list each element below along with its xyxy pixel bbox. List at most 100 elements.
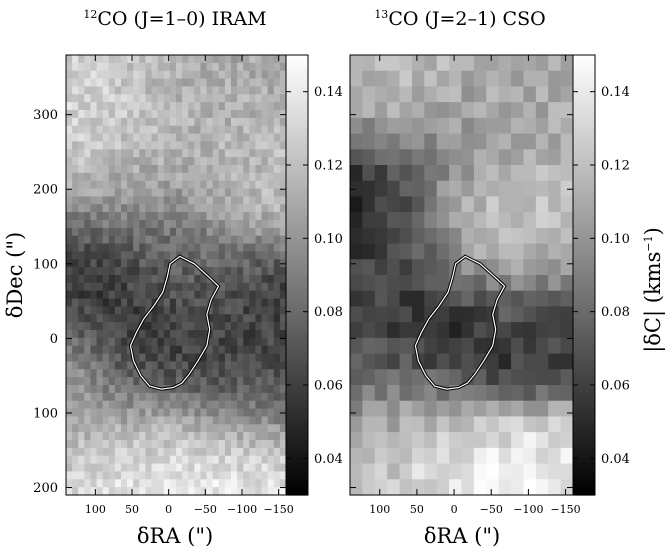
heatmap-cell — [212, 259, 220, 268]
heatmap-cell — [237, 180, 244, 190]
heatmap-cell — [78, 55, 85, 64]
heatmap-cell — [151, 196, 159, 205]
heatmap-cell — [511, 432, 525, 449]
heatmap-cell — [362, 133, 376, 150]
heatmap-cell — [255, 141, 263, 150]
heatmap-cell — [523, 322, 537, 339]
heatmap-cell — [374, 432, 388, 449]
heatmap-cell — [133, 227, 140, 237]
heatmap-cell — [224, 455, 232, 465]
heatmap-cell — [255, 220, 263, 229]
heatmap-cell — [194, 353, 202, 363]
heatmap-cell — [461, 55, 475, 72]
heatmap-cell — [90, 78, 98, 88]
heatmap-cell — [102, 424, 110, 433]
heatmap-cell — [424, 479, 438, 496]
heatmap-cell — [224, 282, 232, 292]
heatmap-cell — [157, 149, 165, 158]
heatmap-cell — [523, 117, 537, 135]
heatmap-cell — [78, 282, 85, 292]
heatmap-cell — [267, 62, 275, 72]
heatmap-cell — [231, 196, 238, 205]
heatmap-cell — [145, 235, 153, 245]
heatmap-cell — [237, 306, 244, 315]
heatmap-cell — [237, 369, 244, 378]
heatmap-cell — [96, 330, 104, 339]
heatmap-cell — [102, 400, 110, 410]
heatmap-cell — [90, 220, 98, 229]
heatmap-cell — [218, 259, 226, 268]
heatmap-cell — [78, 290, 85, 300]
heatmap-cell — [72, 471, 79, 480]
heatmap-cell — [411, 212, 425, 229]
heatmap-cell — [473, 86, 487, 103]
heatmap-cell — [498, 180, 512, 198]
heatmap-cell — [206, 408, 214, 418]
heatmap-cell — [139, 440, 147, 449]
heatmap-cell — [121, 487, 128, 496]
heatmap-cell — [66, 440, 73, 449]
colorbar-tick-label: 0.14 — [601, 85, 630, 100]
heatmap-cell — [188, 298, 195, 308]
heatmap-cell — [424, 102, 438, 119]
heatmap-cell — [72, 487, 79, 496]
heatmap-cell — [96, 55, 104, 64]
heatmap-cell — [96, 62, 104, 72]
heatmap-cell — [102, 227, 110, 237]
heatmap-cell — [176, 408, 183, 418]
heatmap-cell — [102, 463, 110, 473]
heatmap-cell — [255, 377, 263, 386]
heatmap-cell — [78, 455, 85, 465]
heatmap-cell — [102, 345, 110, 355]
heatmap-cell — [139, 353, 147, 363]
heatmap-cell — [218, 110, 226, 119]
colorbar-segment — [286, 462, 308, 467]
heatmap-cell — [78, 369, 85, 378]
heatmap-cell — [243, 408, 250, 418]
heatmap-cell — [163, 259, 171, 268]
heatmap-cell — [145, 385, 153, 394]
colorbar-segment — [286, 231, 308, 236]
heatmap-cell — [261, 479, 269, 488]
heatmap-cell — [255, 487, 263, 496]
heatmap-cell — [84, 392, 92, 402]
colorbar-segment — [286, 216, 308, 221]
heatmap-cell — [127, 447, 134, 457]
heatmap-cell — [206, 172, 214, 182]
heatmap-cell — [486, 55, 500, 72]
heatmap-cell — [436, 212, 450, 229]
heatmap-cell — [523, 306, 537, 323]
heatmap-cell — [78, 188, 85, 198]
heatmap-cell — [273, 251, 281, 260]
heatmap-cell — [374, 416, 388, 433]
heatmap-cell — [182, 204, 189, 213]
heatmap-cell — [90, 361, 98, 370]
colorbar-segment — [573, 216, 595, 221]
heatmap-cell — [72, 165, 79, 174]
heatmap-cell — [121, 141, 128, 150]
colorbar-segment — [573, 399, 595, 404]
colorbar-segment — [286, 377, 308, 382]
heatmap-cell — [249, 251, 257, 260]
heatmap-cell — [548, 55, 562, 72]
heatmap-cell — [182, 102, 189, 111]
heatmap-cell — [498, 369, 512, 386]
heatmap-cell — [102, 172, 110, 182]
heatmap-cell — [560, 447, 574, 465]
heatmap-cell — [127, 322, 134, 331]
heatmap-cell — [461, 86, 475, 103]
heatmap-cell — [102, 471, 110, 480]
heatmap-cell — [163, 235, 171, 245]
heatmap-cell — [102, 330, 110, 339]
heatmap-cell — [498, 432, 512, 449]
heatmap-cell — [145, 227, 153, 237]
heatmap-cell — [163, 157, 171, 166]
heatmap-cell — [139, 86, 147, 95]
heatmap-cell — [523, 275, 537, 292]
heatmap-cell — [237, 133, 244, 143]
heatmap-cell — [114, 102, 122, 111]
heatmap-cell — [231, 385, 238, 394]
heatmap-cell — [133, 220, 140, 229]
heatmap-cell — [139, 259, 147, 268]
heatmap-cell — [200, 298, 208, 308]
